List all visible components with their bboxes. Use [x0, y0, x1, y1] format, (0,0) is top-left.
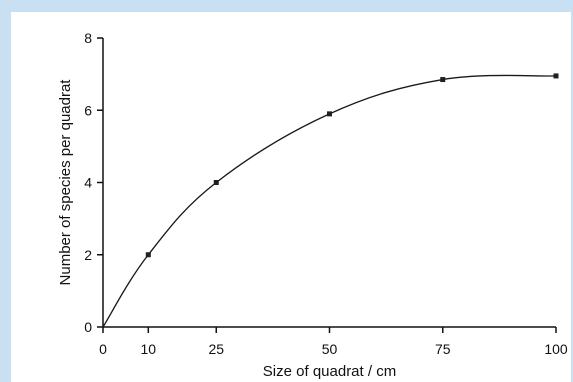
y-tick-label: 8: [84, 30, 92, 46]
x-tick-label: 10: [141, 341, 157, 357]
x-tick-label: 75: [435, 341, 451, 357]
plot-panel: [11, 12, 571, 382]
data-point: [440, 77, 446, 83]
axis-ticks: 0 10 25 50 75 100 0 2 4 6 8: [84, 30, 568, 357]
data-point: [553, 73, 559, 79]
y-tick-label: 0: [84, 319, 92, 335]
x-tick-label: 100: [544, 341, 568, 357]
data-point: [145, 252, 151, 258]
y-tick-label: 2: [84, 247, 92, 263]
y-axis-label: Number of species per quadrat: [57, 79, 74, 286]
x-axis-label: Size of quadrat / cm: [263, 363, 396, 380]
data-point: [213, 180, 219, 185]
y-tick-label: 6: [84, 102, 92, 118]
x-tick-label: 25: [208, 341, 224, 357]
data-point: [327, 111, 332, 117]
x-tick-label: 50: [322, 341, 338, 357]
x-tick-label: 0: [99, 341, 107, 357]
data-points: [145, 73, 559, 258]
y-tick-label: 4: [84, 175, 92, 191]
